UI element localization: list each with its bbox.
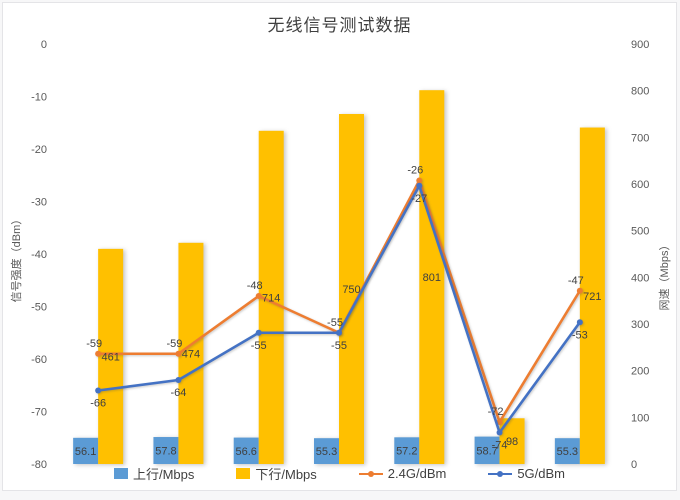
line-2-4g-label: -26 — [407, 165, 423, 177]
bar-upload[interactable] — [474, 436, 500, 464]
line-5g-label: -55 — [251, 340, 267, 352]
bar-upload-label: 57.8 — [155, 446, 176, 458]
bar-upload[interactable] — [314, 438, 339, 464]
line-2-4g-label: -48 — [247, 280, 263, 292]
line-marker — [576, 287, 583, 294]
legend-bar-swatch-icon — [113, 468, 128, 479]
right-axis-tick: 400 — [631, 272, 649, 284]
left-axis-tick: -70 — [31, 407, 47, 419]
bar-download-label: 461 — [101, 351, 119, 363]
bar-download-label: 714 — [262, 292, 280, 304]
right-axis-tick: 0 — [631, 459, 637, 471]
line-marker — [416, 177, 423, 184]
bar-download-label: 801 — [423, 272, 441, 284]
legend-label: 5G/dBm — [517, 466, 566, 481]
left-axis-tick: -80 — [31, 459, 47, 471]
line-2-4g-label: -59 — [166, 338, 182, 350]
bar-upload[interactable] — [233, 437, 259, 464]
chart-card: 无线信号测试数据 信号强度（dBm） 网速（Mbps） 0 -10 -20 -30 -4… — [2, 2, 677, 491]
line-marker — [336, 329, 342, 336]
legend-bar-swatch-icon — [236, 468, 251, 479]
legend-item-上行[interactable]: 上行/Mbps — [113, 464, 195, 483]
left-axis-tick: -10 — [31, 92, 47, 104]
right-axis-tick: 800 — [631, 86, 649, 98]
line-5g-label: -27 — [411, 193, 427, 205]
line-marker — [496, 429, 503, 436]
legend-line-swatch-icon — [358, 468, 383, 479]
chart-legend: 上行/Mbps 下行/Mbps 2.4G/dBm 5G/dBm — [3, 464, 676, 483]
left-axis-tick: -30 — [31, 197, 47, 209]
line-marker — [255, 329, 262, 336]
legend-item-5G[interactable]: 5G/dBm — [488, 466, 565, 481]
bar-download[interactable] — [579, 127, 605, 465]
legend-label: 下行/Mbps — [255, 467, 317, 482]
right-axis-tick: 900 — [631, 39, 649, 51]
legend-line-marker — [497, 471, 504, 477]
line-5g-label: -55 — [331, 340, 347, 352]
legend-item-下行[interactable]: 下行/Mbps — [236, 464, 317, 483]
right-axis-tick: 600 — [631, 179, 649, 191]
combo-chart-plot: 0 -10 -20 -30 -40 -50 -60 -70 -80 900 800 700 600 500… — [31, 39, 649, 471]
line-marker — [175, 350, 182, 357]
bar-download-label: 750 — [342, 284, 360, 296]
bar-upload-label: 56.6 — [236, 446, 257, 458]
bar-upload[interactable] — [153, 437, 179, 464]
bar-download[interactable] — [178, 242, 204, 464]
legend-line-swatch-icon — [488, 468, 513, 479]
right-axis-tick: 700 — [631, 132, 649, 144]
line-5g-label: -64 — [170, 387, 186, 399]
line-5g-label: -66 — [90, 398, 106, 410]
left-axis-tick: -20 — [31, 144, 47, 156]
line-2-4g-label: -72 — [488, 406, 504, 418]
bar-upload-label: 57.2 — [396, 446, 417, 458]
bar-upload[interactable] — [394, 437, 420, 464]
bar-download-label: 721 — [583, 291, 601, 303]
bar-download-label: 474 — [182, 348, 200, 360]
bar-download-label: 98 — [506, 436, 518, 448]
line-2-4g-label: -55 — [327, 317, 343, 329]
bar-upload-label: 55.3 — [557, 446, 578, 458]
chart-title: 无线信号测试数据 — [267, 16, 412, 35]
left-axis-tick: 0 — [41, 39, 47, 51]
legend-label: 上行/Mbps — [132, 467, 195, 482]
left-axis-tick: -40 — [31, 249, 47, 261]
right-axis-tick: 100 — [631, 412, 649, 424]
bar-upload-label: 55.3 — [316, 446, 337, 458]
bar-upload[interactable] — [554, 438, 580, 464]
legend-label: 2.4G/dBm — [387, 466, 447, 481]
line-marker — [95, 350, 102, 357]
bar-upload[interactable] — [73, 437, 99, 464]
line-marker — [576, 319, 583, 326]
bar-download[interactable] — [419, 90, 445, 464]
line-2-4g-label: -59 — [86, 338, 102, 350]
line-marker — [95, 387, 102, 394]
bar-download[interactable] — [98, 248, 124, 464]
legend-line-marker — [367, 471, 374, 477]
right-axis-tick: 200 — [631, 366, 649, 378]
line-2-4g-label: -47 — [568, 275, 584, 287]
line-5g-label: -74 — [492, 440, 508, 452]
line-marker — [416, 182, 423, 189]
right-axis-tick: 300 — [631, 319, 649, 331]
left-axis-tick: -50 — [31, 302, 47, 314]
line-marker — [175, 377, 182, 383]
bar-upload-label: 56.1 — [75, 446, 96, 458]
bar-download[interactable] — [339, 114, 364, 464]
line-marker — [496, 419, 503, 425]
line-5g-label: -53 — [572, 329, 588, 341]
right-axis-tick: 500 — [631, 226, 649, 238]
bar-upload-label: 58.7 — [476, 445, 497, 457]
legend-item-2.4G[interactable]: 2.4G/dBm — [358, 466, 447, 481]
line-marker — [255, 293, 262, 299]
left-axis-tick: -60 — [31, 354, 47, 366]
